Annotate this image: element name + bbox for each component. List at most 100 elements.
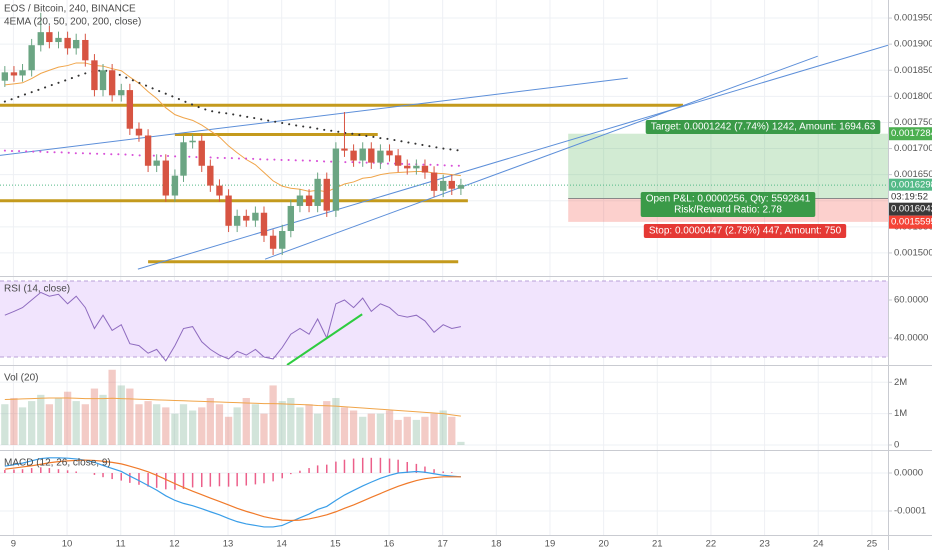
volume-bar bbox=[206, 397, 214, 445]
x-tick-label: 13 bbox=[223, 539, 234, 550]
volume-bar bbox=[448, 416, 456, 445]
candle-body bbox=[118, 90, 125, 96]
y-tick-label: 40.0000 bbox=[894, 333, 928, 344]
volume-bar bbox=[260, 413, 268, 445]
trend-line bbox=[0, 77, 628, 156]
stop-tag-bg bbox=[889, 215, 932, 229]
volume-bar bbox=[179, 404, 188, 445]
candle-body bbox=[394, 155, 402, 166]
position-label: Target: 0.0001242 (7.74%) 1242, Amount: … bbox=[651, 122, 876, 133]
x-tick-label: 19 bbox=[545, 539, 556, 550]
label-bg bbox=[645, 120, 881, 134]
x-tick-label: 23 bbox=[759, 539, 770, 550]
pane-title: Vol (20) bbox=[4, 373, 38, 384]
candle-body bbox=[430, 172, 438, 191]
volume-bar bbox=[421, 416, 429, 445]
candle-body bbox=[252, 212, 259, 221]
candle-body bbox=[46, 32, 53, 43]
volume-bar bbox=[117, 385, 125, 445]
volume-bar bbox=[54, 397, 63, 445]
volume-bar bbox=[10, 397, 18, 445]
y-tick-label: -0.0001 bbox=[894, 506, 926, 517]
candle-body bbox=[216, 185, 223, 196]
volume-bar bbox=[287, 397, 295, 445]
candle-body bbox=[440, 180, 447, 191]
position-label: Open P&L: 0.0000256, Qty: 5592841 bbox=[646, 194, 811, 205]
rsi-band bbox=[0, 280, 888, 358]
candle-body bbox=[135, 128, 143, 136]
y-tick-label: 60.0000 bbox=[894, 295, 928, 306]
candle-body bbox=[386, 150, 393, 156]
y-tick-label: 0.0000 bbox=[894, 468, 923, 479]
x-tick-label: 24 bbox=[813, 539, 824, 550]
volume-bar bbox=[412, 419, 421, 445]
candle-body bbox=[19, 70, 26, 76]
macd-pane bbox=[4, 457, 461, 528]
volume-pane bbox=[1, 369, 465, 445]
candle-body bbox=[448, 180, 455, 189]
candle-body bbox=[413, 165, 420, 169]
candle-body bbox=[457, 185, 465, 189]
candle-body bbox=[296, 195, 304, 206]
x-tick-label: 22 bbox=[706, 539, 717, 550]
rsi-pane bbox=[0, 280, 888, 365]
volume-bar bbox=[269, 385, 277, 445]
volume-bar bbox=[278, 401, 286, 445]
candle-body bbox=[243, 215, 250, 221]
target-tag-bg bbox=[889, 127, 932, 141]
candle-body bbox=[64, 37, 71, 49]
countdown-tag-bg bbox=[889, 190, 932, 204]
volume-bar bbox=[162, 407, 170, 445]
moving-average bbox=[3, 149, 462, 167]
candle-body bbox=[421, 165, 429, 173]
target-zone bbox=[568, 133, 888, 199]
position-label: Risk/Reward Ratio: 2.78 bbox=[674, 205, 782, 216]
x-tick-label: 25 bbox=[867, 539, 878, 550]
volume-bar bbox=[99, 394, 107, 445]
candle-body bbox=[153, 160, 160, 166]
annotations: Target: 0.0001242 (7.74%) 1242, Amount: … bbox=[640, 120, 881, 238]
candle-body bbox=[99, 70, 107, 91]
entry-tag-bg bbox=[889, 202, 932, 216]
volume-bar bbox=[63, 391, 72, 445]
label-bg bbox=[640, 192, 816, 217]
volume-bar bbox=[224, 416, 233, 445]
volume-bar bbox=[28, 401, 36, 445]
candle-body bbox=[359, 148, 366, 161]
candle-body bbox=[72, 39, 80, 49]
volume-bar bbox=[313, 413, 322, 445]
stop-tag: 0.0015595 bbox=[891, 217, 932, 228]
volume-bar bbox=[323, 401, 331, 445]
x-tick-label: 18 bbox=[491, 539, 502, 550]
pane-title: MACD (12, 26, close, 9) bbox=[4, 458, 111, 469]
macd-line bbox=[4, 457, 461, 528]
volume-bar bbox=[144, 401, 152, 445]
moving-average bbox=[3, 69, 462, 152]
candle-body bbox=[260, 212, 268, 236]
volume-bar bbox=[81, 404, 89, 445]
countdown-tag: 03:19:52 bbox=[891, 192, 928, 203]
x-tick-label: 14 bbox=[276, 539, 287, 550]
candle-body bbox=[233, 215, 241, 226]
x-tick-label: 9 bbox=[11, 539, 16, 550]
y-tick-label: 2M bbox=[894, 377, 907, 388]
volume-bar bbox=[108, 369, 116, 445]
trend-line bbox=[264, 55, 818, 260]
candle-body bbox=[162, 160, 169, 196]
volume-bar bbox=[296, 407, 304, 445]
volume-bar bbox=[18, 407, 27, 445]
x-tick-label: 12 bbox=[169, 539, 180, 550]
volume-bar bbox=[439, 410, 447, 445]
volume-bar bbox=[171, 413, 179, 445]
volume-bar bbox=[198, 407, 206, 445]
candle-body bbox=[37, 32, 44, 46]
volume-bar bbox=[90, 388, 99, 445]
candle-body bbox=[1, 72, 9, 81]
rsi-trend-line bbox=[286, 313, 363, 365]
label-bg bbox=[643, 224, 847, 238]
volume-bar bbox=[376, 413, 385, 445]
